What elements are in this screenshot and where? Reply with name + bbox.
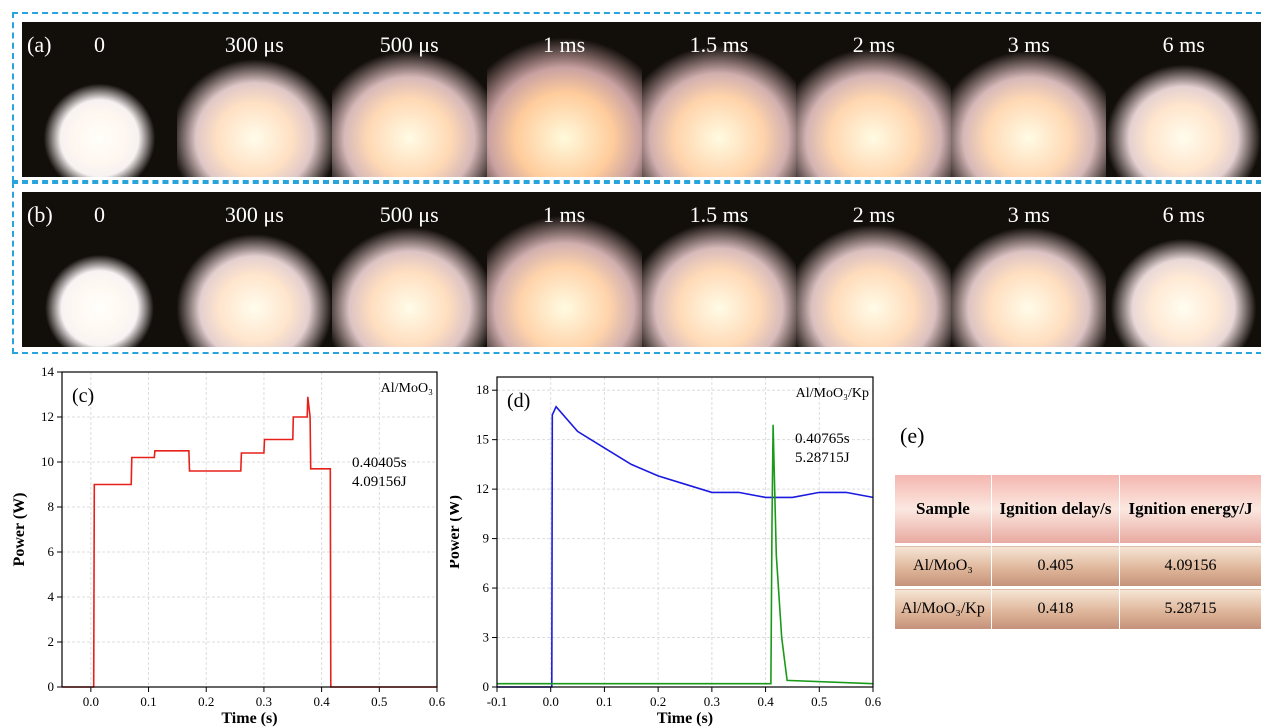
photo-frame: 0 (b)	[22, 192, 177, 347]
y-tick-label: 12	[41, 409, 54, 424]
photo-frame: 2 ms	[796, 22, 952, 177]
photo-frame: 3 ms	[951, 192, 1107, 347]
panel-frame	[12, 182, 1261, 354]
time-label: 0	[93, 202, 105, 227]
cell: 0.405	[990, 543, 1120, 588]
time-label: 1 ms	[543, 202, 586, 227]
x-tick-label: 0.4	[313, 694, 330, 709]
time-label: 6 ms	[1162, 32, 1205, 57]
sample-label: Al/MoO₃	[381, 381, 433, 396]
sample-label: Al/MoO₃/Kp	[796, 386, 869, 401]
cell: 0.418	[990, 586, 1120, 629]
data-line	[497, 424, 874, 685]
x-tick-label: 0.5	[371, 694, 387, 709]
chart: 0 2 4 6 8 10 12 14 0.0 0.1 0.2 0.3 0.4 0.5 0.6 Time (s)…	[11, 364, 446, 727]
photo-frame: 0 (a)	[22, 22, 177, 177]
x-axis-label: Time (s)	[221, 710, 277, 727]
y-tick-label: 3	[483, 630, 490, 645]
plot-frame	[61, 371, 438, 688]
x-tick-label: 0.5	[811, 694, 827, 709]
x-tick-label: 0.2	[198, 694, 214, 709]
data-line	[497, 405, 874, 688]
y-tick-label: 8	[48, 499, 55, 514]
panel-label: (c)	[72, 385, 94, 407]
cell: Al/MoO₃	[894, 543, 992, 588]
time-label: 3 ms	[1007, 202, 1050, 227]
y-tick-label: 2	[48, 634, 55, 649]
y-tick-label: 0	[483, 679, 490, 694]
panel-label: (b)	[27, 202, 53, 227]
photo-frame: 1.5 ms	[641, 192, 797, 347]
x-tick-label: 0.1	[596, 694, 612, 709]
annotation: 4.09156J	[352, 474, 407, 490]
time-label: 1.5 ms	[689, 32, 749, 57]
x-tick-label: -0.1	[487, 694, 508, 709]
x-tick-label: 0.1	[140, 694, 156, 709]
header-cell: Ignition delay/s	[990, 475, 1120, 545]
photo-frame: 300 μs	[176, 192, 332, 347]
photo-frame: 500 μs	[331, 192, 487, 347]
plot-frame	[496, 376, 874, 688]
time-label: 1.5 ms	[689, 202, 749, 227]
x-tick-label: 0.4	[757, 694, 774, 709]
time-label: 6 ms	[1162, 202, 1205, 227]
y-tick-label: 9	[483, 531, 490, 546]
x-axis-label: Time (s)	[657, 710, 713, 727]
image-strip: 0 (a) 300 μs 500 μs 1 ms 1.5 ms 2 ms 3 ms 6 ms	[22, 22, 1261, 177]
data-line	[62, 396, 437, 688]
cell: Al/MoO₃/Kp	[894, 586, 992, 629]
cell: 5.28715	[1119, 586, 1261, 629]
y-tick-label: 18	[476, 382, 489, 397]
panel-frame	[12, 12, 1261, 182]
panel-label: (a)	[27, 32, 52, 57]
time-label: 500 μs	[379, 202, 439, 227]
time-label: 3 ms	[1007, 32, 1050, 57]
header-cell: Ignition energy/J	[1119, 475, 1261, 545]
x-tick-label: 0.0	[543, 694, 559, 709]
annotation: 0.40405s	[352, 455, 407, 471]
time-label: 0	[93, 32, 105, 57]
y-tick-label: 15	[476, 432, 489, 447]
x-tick-label: 0.2	[650, 694, 666, 709]
photo-frame: 6 ms	[1106, 192, 1261, 347]
photo-frame: 500 μs	[331, 22, 487, 177]
y-axis-label: Power (W)	[450, 495, 463, 569]
header-cell: Sample	[894, 475, 992, 545]
y-tick-label: 4	[48, 589, 55, 604]
x-tick-label: 0.0	[83, 694, 99, 709]
photo-frame: 3 ms	[951, 22, 1107, 177]
time-label: 2 ms	[852, 202, 895, 227]
time-label: 2 ms	[852, 32, 895, 57]
x-tick-label: 0.6	[429, 694, 446, 709]
cell: 4.09156	[1119, 543, 1261, 588]
y-tick-label: 10	[41, 454, 54, 469]
table: Sample Ignition delay/s Ignition energy/J …	[894, 475, 1261, 629]
photo-frame: 300 μs	[176, 22, 332, 177]
photo-frame: 1 ms	[486, 22, 642, 177]
y-tick-label: 6	[483, 580, 490, 595]
time-label: 1 ms	[543, 32, 586, 57]
y-axis-label: Power (W)	[11, 493, 28, 567]
x-tick-label: 0.3	[704, 694, 720, 709]
chart: 0 3 6 9 12 15 18 -0.1 0.0 0.1 0.2 0.3 0.4 0.5 0.6 Time …	[450, 376, 882, 727]
y-tick-label: 14	[41, 364, 55, 379]
y-tick-label: 12	[476, 481, 489, 496]
time-label: 300 μs	[224, 32, 284, 57]
photo-frame: 6 ms	[1106, 22, 1261, 177]
time-label: 500 μs	[379, 32, 439, 57]
x-tick-label: 0.6	[865, 694, 882, 709]
time-label: 300 μs	[224, 202, 284, 227]
y-tick-label: 0	[48, 679, 55, 694]
panel-label: (e)	[900, 423, 925, 448]
panel-label: (d)	[507, 390, 530, 412]
photo-frame: 1.5 ms	[641, 22, 797, 177]
annotation: 5.28715J	[795, 450, 850, 466]
image-strip: 0 (b) 300 μs 500 μs 1 ms 1.5 ms 2 ms 3 ms 6 ms	[22, 192, 1261, 347]
annotation: 0.40765s	[795, 431, 850, 447]
photo-frame: 1 ms	[486, 192, 642, 347]
photo-frame: 2 ms	[796, 192, 952, 347]
x-tick-label: 0.3	[256, 694, 272, 709]
y-tick-label: 6	[48, 544, 55, 559]
